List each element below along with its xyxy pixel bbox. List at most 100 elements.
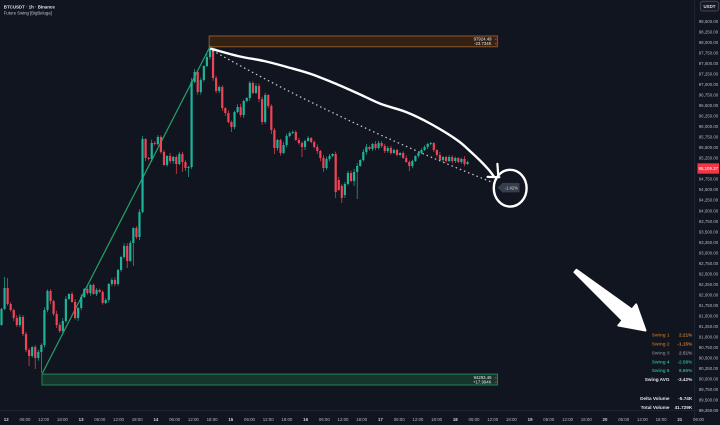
svg-text:06:00: 06:00 <box>618 417 630 422</box>
svg-text:2.21%: 2.21% <box>679 333 693 338</box>
svg-text:06:00: 06:00 <box>469 417 481 422</box>
svg-text:94293.46: 94293.46 <box>474 375 493 380</box>
svg-text:96,250.00: 96,250.00 <box>699 114 719 119</box>
svg-text:89,250.00: 89,250.00 <box>699 408 719 413</box>
svg-text:06:00: 06:00 <box>169 417 181 422</box>
svg-text:19: 19 <box>528 417 533 422</box>
svg-text:94,000.00: 94,000.00 <box>699 208 719 213</box>
svg-text:96,000.00: 96,000.00 <box>699 124 719 129</box>
svg-text:2.51%: 2.51% <box>679 351 693 356</box>
svg-text:95,109.37: 95,109.37 <box>699 166 719 171</box>
svg-text:-1.42%: -1.42% <box>505 186 519 191</box>
svg-text:97,250.00: 97,250.00 <box>699 72 719 77</box>
svg-text:98,500.00: 98,500.00 <box>699 19 719 24</box>
svg-text:90,750.00: 90,750.00 <box>699 345 719 350</box>
svg-text:20: 20 <box>603 417 608 422</box>
svg-text:USDT: USDT <box>704 4 716 9</box>
svg-text:92,250.00: 92,250.00 <box>699 282 719 287</box>
svg-text:06:00: 06:00 <box>394 417 406 422</box>
svg-text:12:00: 12:00 <box>38 417 50 422</box>
svg-text:96,500.00: 96,500.00 <box>699 103 719 108</box>
svg-text:91,500.00: 91,500.00 <box>699 314 719 319</box>
svg-text:90,500.00: 90,500.00 <box>699 356 719 361</box>
svg-text:Delta Volume: Delta Volume <box>640 396 670 401</box>
svg-text:93,000.00: 93,000.00 <box>699 250 719 255</box>
svg-text:92,750.00: 92,750.00 <box>699 261 719 266</box>
svg-text:Swing 1: Swing 1 <box>652 333 670 338</box>
svg-text:95,500.00: 95,500.00 <box>699 145 719 150</box>
svg-text:92,500.00: 92,500.00 <box>699 271 719 276</box>
svg-text:✕: ✕ <box>494 38 497 42</box>
svg-text:97,000.00: 97,000.00 <box>699 82 719 87</box>
svg-text:93,500.00: 93,500.00 <box>699 229 719 234</box>
svg-text:✕: ✕ <box>494 376 497 380</box>
svg-text:91,250.00: 91,250.00 <box>699 324 719 329</box>
svg-text:Swing 3: Swing 3 <box>652 351 670 356</box>
svg-text:06:00: 06:00 <box>319 417 331 422</box>
svg-text:92,000.00: 92,000.00 <box>699 292 719 297</box>
svg-text:-23.734K: -23.734K <box>474 41 492 46</box>
svg-text:41.729K: 41.729K <box>675 405 693 410</box>
svg-text:12:00: 12:00 <box>412 417 424 422</box>
svg-text:94,250.00: 94,250.00 <box>699 198 719 203</box>
svg-text:12:00: 12:00 <box>188 417 200 422</box>
svg-text:12:00: 12:00 <box>113 417 125 422</box>
svg-text:06:00: 06:00 <box>20 417 32 422</box>
svg-text:97,750.00: 97,750.00 <box>699 51 719 56</box>
svg-text:94,750.00: 94,750.00 <box>699 177 719 182</box>
svg-text:Swing 5: Swing 5 <box>652 368 670 373</box>
svg-text:93,750.00: 93,750.00 <box>699 219 719 224</box>
svg-text:-2.58%: -2.58% <box>677 359 693 364</box>
svg-text:16: 16 <box>303 417 308 422</box>
svg-text:-1.15%: -1.15% <box>677 342 693 347</box>
svg-text:Swing 4: Swing 4 <box>652 359 670 364</box>
svg-text:18:00: 18:00 <box>57 417 69 422</box>
svg-text:90,250.00: 90,250.00 <box>699 366 719 371</box>
svg-text:97924.49: 97924.49 <box>474 37 493 42</box>
svg-text:93,250.00: 93,250.00 <box>699 240 719 245</box>
svg-text:14: 14 <box>153 417 158 422</box>
svg-text:18:00: 18:00 <box>656 417 668 422</box>
svg-text:✕: ✕ <box>494 380 497 384</box>
svg-text:Swing 2: Swing 2 <box>652 342 670 347</box>
svg-text:94,500.00: 94,500.00 <box>699 187 719 192</box>
svg-text:18:00: 18:00 <box>356 417 368 422</box>
svg-text:12:00: 12:00 <box>263 417 275 422</box>
svg-text:98,250.00: 98,250.00 <box>699 29 719 34</box>
svg-text:12: 12 <box>4 417 9 422</box>
svg-text:-3.42%: -3.42% <box>677 377 693 382</box>
svg-text:Swing AVG: Swing AVG <box>645 377 670 382</box>
svg-text:90,000.00: 90,000.00 <box>699 377 719 382</box>
svg-text:17: 17 <box>378 417 383 422</box>
svg-text:06:00: 06:00 <box>543 417 555 422</box>
svg-text:98,000.00: 98,000.00 <box>699 40 719 45</box>
svg-text:18:00: 18:00 <box>431 417 443 422</box>
svg-text:18:00: 18:00 <box>581 417 593 422</box>
svg-text:12:00: 12:00 <box>487 417 499 422</box>
svg-text:-5.74K: -5.74K <box>678 396 693 401</box>
svg-text:12:00: 12:00 <box>562 417 574 422</box>
svg-text:97,500.00: 97,500.00 <box>699 61 719 66</box>
svg-text:✕: ✕ <box>494 42 497 46</box>
svg-text:BTCUSDT · 1h · Binance: BTCUSDT · 1h · Binance <box>4 4 56 9</box>
svg-text:18:00: 18:00 <box>281 417 293 422</box>
svg-text:95,750.00: 95,750.00 <box>699 135 719 140</box>
svg-text:+17.994K: +17.994K <box>473 379 492 384</box>
svg-text:18:00: 18:00 <box>207 417 219 422</box>
svg-text:21: 21 <box>677 417 682 422</box>
svg-text:06:00: 06:00 <box>244 417 256 422</box>
svg-text:91,000.00: 91,000.00 <box>699 335 719 340</box>
svg-text:Future Swing [BigBeluga]: Future Swing [BigBeluga] <box>4 11 52 16</box>
svg-text:12:00: 12:00 <box>637 417 649 422</box>
svg-text:12:00: 12:00 <box>338 417 350 422</box>
svg-text:18:00: 18:00 <box>506 417 518 422</box>
svg-text:06:00: 06:00 <box>94 417 106 422</box>
svg-text:89,500.00: 89,500.00 <box>699 398 719 403</box>
svg-text:18: 18 <box>453 417 458 422</box>
svg-text:95,250.00: 95,250.00 <box>699 156 719 161</box>
svg-text:15: 15 <box>228 417 233 422</box>
svg-text:91,750.00: 91,750.00 <box>699 303 719 308</box>
svg-text:Total Volume: Total Volume <box>641 405 670 410</box>
svg-text:89,750.00: 89,750.00 <box>699 387 719 392</box>
svg-text:8.65%: 8.65% <box>679 368 693 373</box>
